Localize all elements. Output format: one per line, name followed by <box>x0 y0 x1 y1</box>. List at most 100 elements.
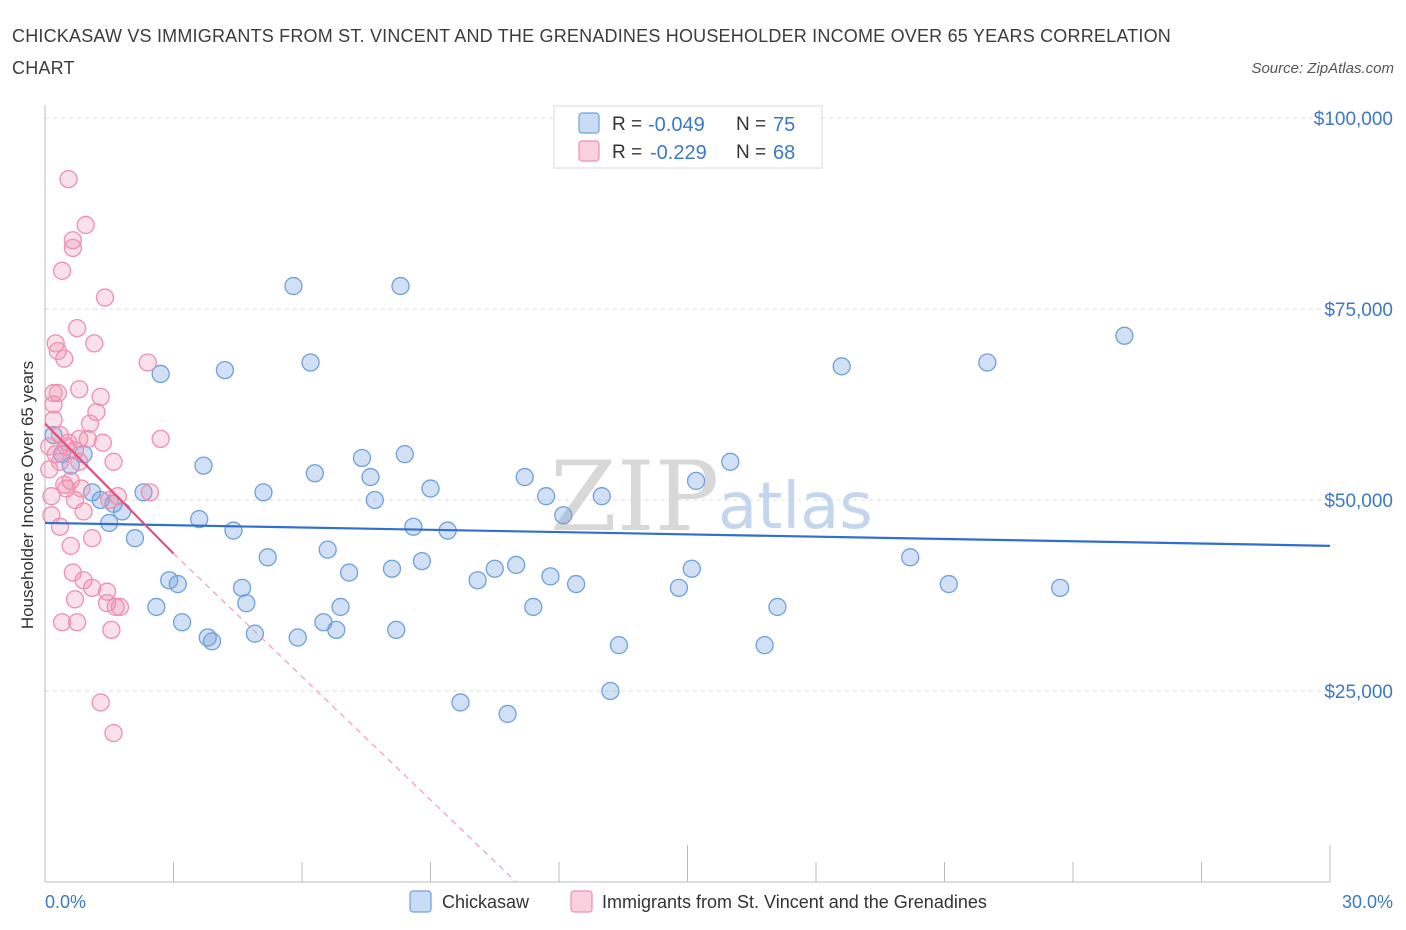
immigrants-point <box>91 387 110 407</box>
legend-swatch-immigrants <box>578 140 600 162</box>
chickasaw-point <box>682 559 701 578</box>
chickasaw-points <box>44 276 1134 724</box>
chickasaw-point <box>134 483 153 502</box>
chickasaw-point <box>978 353 997 372</box>
immigrants-point <box>138 353 157 372</box>
immigrants-point <box>48 383 67 403</box>
legend-n-label-1: N = <box>736 114 766 135</box>
chickasaw-point <box>224 521 243 540</box>
chickasaw-point <box>202 632 222 651</box>
chickasaw-point <box>554 506 573 525</box>
chickasaw-point <box>498 704 517 724</box>
chickasaw-point <box>194 456 213 475</box>
immigrants-point <box>100 490 119 510</box>
immigrants-point <box>52 261 72 280</box>
source-credit: Source: ZipAtlas.com <box>1251 60 1394 77</box>
legend-n-value-1: 75 <box>773 114 795 136</box>
immigrants-point <box>95 288 115 307</box>
chickasaw-point <box>468 571 487 590</box>
axes <box>44 105 1331 883</box>
immigrants-point <box>106 597 125 617</box>
chickasaw-point <box>232 578 252 598</box>
immigrants-point <box>44 410 63 429</box>
chickasaw-point <box>1115 326 1134 345</box>
legend-r-label-1: R = <box>612 114 642 135</box>
immigrants-point <box>44 383 63 403</box>
immigrants-point <box>65 590 85 609</box>
immigrants-point <box>50 452 70 471</box>
chickasaw-point <box>331 597 350 617</box>
immigrants-point <box>74 502 93 521</box>
chickasaw-point <box>301 353 320 372</box>
x-tick-min: 0.0% <box>45 892 86 912</box>
bottom-legend-swatch-immigrants <box>570 890 593 913</box>
chickasaw-point <box>391 276 410 296</box>
immigrants-points <box>40 169 170 743</box>
chickasaw-point <box>245 624 265 643</box>
immigrants-point <box>91 693 110 712</box>
chickasaw-point <box>254 483 273 502</box>
immigrants-point <box>63 231 82 250</box>
immigrants-point <box>102 620 121 640</box>
chickasaw-point <box>832 357 851 376</box>
watermark-zip: ZIP <box>550 441 719 553</box>
chickasaw-point <box>768 597 787 617</box>
bottom-legend-chickasaw: Chickasaw <box>442 892 530 912</box>
chickasaw-point <box>160 571 179 590</box>
chickasaw-point <box>541 567 560 586</box>
bottom-legend-immigrants: Immigrants from St. Vincent and the Gren… <box>602 892 987 912</box>
immigrants-point <box>82 578 102 598</box>
chickasaw-point <box>451 693 470 712</box>
trend-lines <box>44 422 1331 883</box>
immigrants-point <box>59 169 78 189</box>
chickasaw-point <box>404 517 423 536</box>
legend-r-value-1: -0.049 <box>648 114 705 136</box>
immigrants-point <box>140 483 160 502</box>
immigrants-point <box>110 597 130 617</box>
chickasaw-point <box>125 529 145 548</box>
chickasaw-point <box>939 574 958 594</box>
chickasaw-point <box>485 559 504 578</box>
chickasaw-point <box>339 563 359 582</box>
immigrants-point <box>82 529 102 548</box>
immigrants-point <box>93 433 112 452</box>
immigrants-point <box>87 402 106 422</box>
top-legend: R = -0.049 N = 75 R = -0.229 N = 68 <box>553 105 823 169</box>
immigrants-point <box>104 723 123 743</box>
chickasaw-point <box>352 448 372 468</box>
chickasaw-point <box>215 360 235 380</box>
immigrants-trend-line <box>44 422 175 555</box>
chickasaw-point <box>412 551 432 571</box>
immigrants-point <box>72 479 91 498</box>
chickasaw-point <box>387 620 406 640</box>
x-tick-max: 30.0% <box>1342 892 1393 912</box>
chickasaw-point <box>609 636 629 655</box>
chickasaw-point <box>507 555 526 575</box>
immigrants-point <box>80 414 100 433</box>
immigrants-point <box>70 452 89 471</box>
y-tick-labels: $25,000 $50,000 $75,000 $100,000 <box>1314 109 1393 703</box>
immigrants-point <box>70 380 89 399</box>
immigrants-point <box>67 613 87 632</box>
bottom-legend: Chickasaw Immigrants from St. Vincent an… <box>409 890 987 913</box>
chickasaw-point <box>1051 578 1070 598</box>
chickasaw-point <box>361 467 380 487</box>
legend-n-value-2: 68 <box>773 142 795 164</box>
chickasaw-point <box>44 425 63 445</box>
chickasaw-point <box>305 464 325 483</box>
legend-n-label-2: N = <box>736 142 766 163</box>
chickasaw-point <box>601 681 620 701</box>
immigrants-point <box>78 429 97 449</box>
y-tick-label: $75,000 <box>1324 300 1393 321</box>
immigrants-point <box>151 429 170 449</box>
immigrants-point <box>104 452 123 471</box>
chickasaw-trend-line <box>44 521 1331 547</box>
chickasaw-point <box>318 540 337 559</box>
chickasaw-point <box>288 628 307 647</box>
chickasaw-point <box>395 445 414 464</box>
y-tick-label: $25,000 <box>1324 682 1393 703</box>
chickasaw-point <box>151 364 170 384</box>
immigrants-point <box>76 215 95 235</box>
legend-swatch-chickasaw <box>578 112 600 134</box>
